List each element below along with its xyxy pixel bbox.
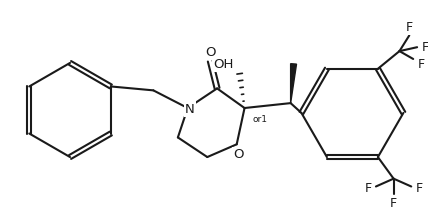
Polygon shape xyxy=(291,64,297,103)
Text: F: F xyxy=(417,58,425,71)
Text: F: F xyxy=(416,182,422,195)
Text: F: F xyxy=(365,182,372,195)
Text: or1: or1 xyxy=(253,115,268,124)
Text: F: F xyxy=(422,41,428,54)
Text: N: N xyxy=(185,102,194,116)
Text: O: O xyxy=(233,148,244,161)
Text: F: F xyxy=(390,197,397,210)
Text: F: F xyxy=(406,21,413,34)
Text: O: O xyxy=(205,46,215,59)
Text: OH: OH xyxy=(214,58,234,71)
